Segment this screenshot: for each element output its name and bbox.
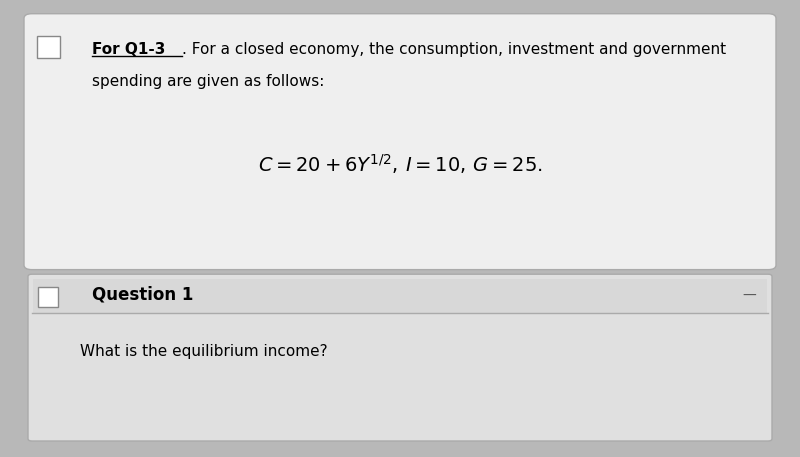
- Text: Question 1: Question 1: [92, 286, 194, 304]
- Text: . For a closed economy, the consumption, investment and government: . For a closed economy, the consumption,…: [182, 42, 726, 57]
- Text: $C = 20 + 6Y^{1/2},\, I = 10,\, G = 25.$: $C = 20 + 6Y^{1/2},\, I = 10,\, G = 25.$: [258, 152, 542, 176]
- Text: What is the equilibrium income?: What is the equilibrium income?: [80, 344, 328, 359]
- Text: —: —: [742, 288, 756, 303]
- Text: spending are given as follows:: spending are given as follows:: [92, 74, 324, 89]
- Text: For Q1-3: For Q1-3: [92, 42, 166, 57]
